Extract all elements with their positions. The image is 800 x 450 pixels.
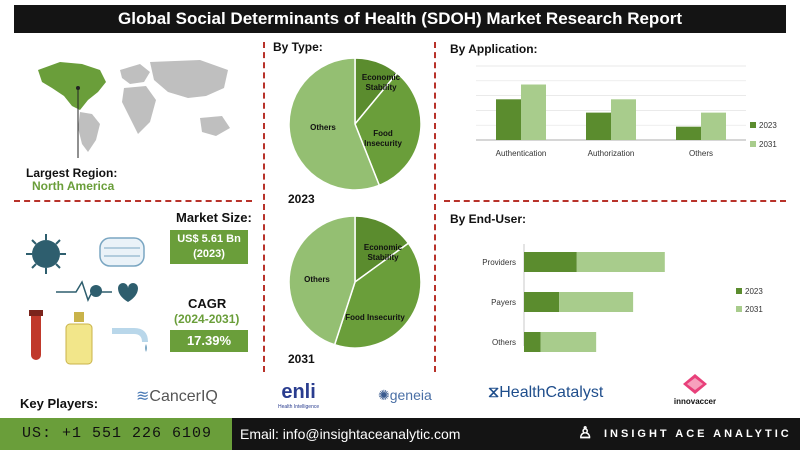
- pie-label-economic-stability: Economic Stability: [362, 73, 401, 92]
- pie-slice-others: [288, 57, 381, 191]
- application-bar-chart: Authentication Authorization Others 2023 203…: [476, 65, 777, 158]
- healthcatalyst-mark: ⧖: [488, 384, 500, 401]
- market-size-value: US$ 5.61 Bn: [177, 233, 241, 245]
- pie-label-others: Others: [310, 123, 336, 132]
- geneia-name: geneia: [389, 387, 432, 403]
- north-america-shape: [38, 62, 106, 110]
- pie-chart-2031: Economic Stability Food Insecurity Others: [288, 215, 422, 349]
- pie-slice-others: [288, 215, 356, 346]
- divider-left-horizontal: [14, 200, 252, 202]
- app-bar-authentication-2023: [496, 99, 521, 140]
- app-bar-others-2031: [701, 112, 726, 140]
- brand-icon: ♙: [578, 425, 593, 442]
- europe-shape: [120, 64, 150, 84]
- cancer-iq-name: CancerIQ: [149, 388, 218, 405]
- enli-tagline: Health Intelligence: [278, 404, 320, 410]
- end-category-label: Payers: [491, 298, 516, 307]
- app-bar-authentication-2031: [521, 84, 546, 140]
- end-bar-others-2023: [524, 332, 541, 352]
- app-legend-label-2023: 2023: [759, 121, 777, 130]
- divider-right-horizontal: [444, 200, 786, 202]
- world-map: [38, 60, 230, 158]
- cancer-iq-mark: ≋: [136, 388, 150, 405]
- end-user-bar-chart: Providers Payers Others 2023 2031: [482, 244, 763, 352]
- mask-icon: [99, 237, 145, 267]
- market-size-year: (2023): [193, 248, 225, 260]
- sanitizer-icon: [65, 312, 93, 365]
- innovaccer-mark: [683, 374, 707, 394]
- pie-chart-2023: Economic Stability Food Insecurity Others: [288, 57, 422, 191]
- app-bar-others-2023: [676, 126, 701, 140]
- pie-2023-caption: 2023: [288, 192, 315, 206]
- app-bar-authorization-2031: [611, 99, 636, 140]
- innovaccer-name: innovaccer: [673, 397, 717, 406]
- pie-2031-caption: 2031: [288, 352, 315, 366]
- by-application-title: By Application:: [450, 42, 538, 56]
- end-category-label: Providers: [482, 258, 516, 267]
- end-legend-swatch-2023: [736, 288, 742, 294]
- app-legend-swatch-2031: [750, 141, 756, 147]
- email-address: Email: info@insightaceanalytic.com: [232, 418, 564, 450]
- enli-name: enli: [281, 381, 316, 403]
- app-bar-authorization-2023: [586, 112, 611, 140]
- divider-left: [263, 42, 265, 372]
- largest-region-label: Largest Region:: [26, 166, 118, 180]
- market-size-box: US$ 5.61 Bn (2023): [170, 230, 248, 264]
- enli-logo: enli Health Intelligence: [278, 381, 319, 410]
- south-america-shape: [78, 112, 100, 152]
- app-category-label: Authorization: [588, 149, 635, 158]
- key-players-label: Key Players:: [20, 396, 99, 411]
- test-tube-icon: [29, 310, 43, 360]
- geneia-logo: ✺geneia: [378, 387, 432, 404]
- app-category-label: Others: [689, 149, 713, 158]
- heartbeat-icon: [56, 280, 138, 302]
- pie-slice-food-insecurity: [333, 242, 422, 349]
- healthcatalyst-logo: ⧖HealthCatalyst: [488, 384, 603, 402]
- pie-slice-food-insecurity: [354, 72, 422, 187]
- geneia-mark: ✺: [378, 387, 390, 403]
- cagr-label: CAGR: [188, 296, 227, 311]
- app-legend-swatch-2023: [750, 122, 756, 128]
- pie-slice-economic-stability: [354, 215, 410, 284]
- brand-name: INSIGHT ACE ANALYTIC: [604, 428, 792, 440]
- end-bar-providers-2023: [524, 252, 577, 272]
- cagr-value: 17.39%: [170, 330, 248, 352]
- cagr-period: (2024-2031): [174, 312, 240, 326]
- end-legend-label-2023: 2023: [745, 287, 763, 296]
- by-type-title: By Type:: [273, 40, 323, 54]
- end-bar-providers-2031: [576, 252, 665, 272]
- australia-shape: [200, 116, 230, 136]
- pie-label-food-insecurity: Food Insecurity: [345, 313, 405, 322]
- cancer-iq-logo: ≋CancerIQ: [136, 386, 218, 406]
- brand-footer: ♙ INSIGHT ACE ANALYTIC: [564, 418, 800, 450]
- end-bar-others-2031: [540, 332, 597, 352]
- largest-region-value: North America: [32, 179, 115, 193]
- market-size-label: Market Size:: [176, 210, 252, 225]
- end-bar-payers-2023: [524, 292, 560, 312]
- asia-shape: [150, 60, 228, 98]
- divider-right: [434, 42, 436, 372]
- pie-label-others: Others: [304, 275, 330, 284]
- app-legend-label-2031: 2031: [759, 140, 777, 149]
- end-legend-swatch-2031: [736, 306, 742, 312]
- end-legend-label-2031: 2031: [745, 305, 763, 314]
- phone-number: US: +1 551 226 6109: [0, 418, 232, 450]
- pie-label-economic-stability: Economic Stability: [364, 243, 403, 262]
- app-category-label: Authentication: [496, 149, 547, 158]
- end-category-label: Others: [492, 338, 516, 347]
- pie-label-food-insecurity: Food Insecurity: [364, 129, 402, 148]
- end-bar-payers-2031: [559, 292, 634, 312]
- healthcatalyst-name: HealthCatalyst: [499, 384, 604, 401]
- handwash-icon: [112, 328, 148, 352]
- report-title: Global Social Determinants of Health (SD…: [14, 5, 786, 33]
- africa-shape: [122, 86, 156, 134]
- by-end-user-title: By End-User:: [450, 212, 527, 226]
- innovaccer-logo: innovaccer: [670, 374, 720, 406]
- virus-icon: [26, 234, 66, 274]
